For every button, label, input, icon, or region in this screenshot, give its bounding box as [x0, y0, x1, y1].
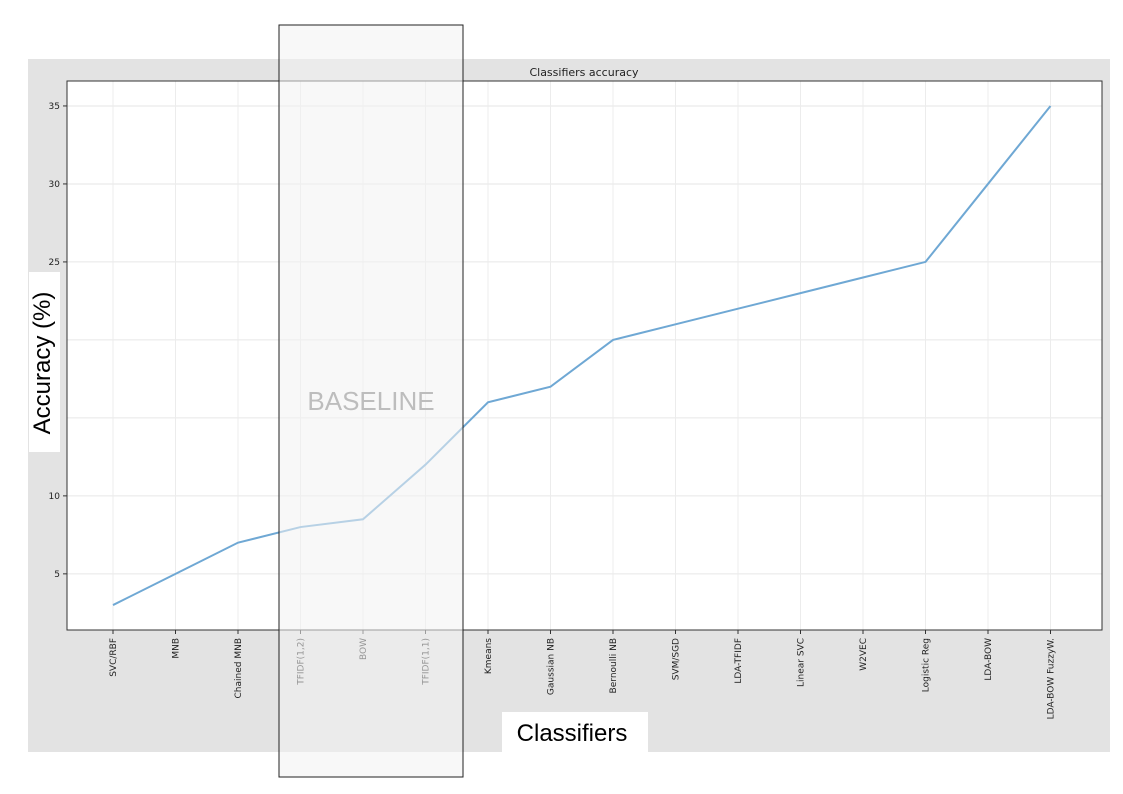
- x-tick-label: W2VEC: [859, 638, 869, 671]
- y-tick-label: 10: [49, 492, 61, 502]
- y-axis-label: Accuracy (%): [29, 292, 56, 435]
- baseline-label: BASELINE: [307, 386, 434, 416]
- x-tick-label: Linear SVC: [797, 638, 807, 687]
- y-tick-label: 5: [54, 570, 60, 580]
- y-tick-label: 35: [49, 102, 60, 112]
- x-tick-label: LDA-BOW: [984, 638, 994, 681]
- x-tick-label: Bernoulli NB: [609, 638, 619, 693]
- x-tick-label: SVM/SGD: [672, 638, 682, 680]
- chart-title: Classifiers accuracy: [529, 66, 639, 79]
- x-tick-label: Kmeans: [484, 638, 494, 674]
- x-tick-label: Chained MNB: [234, 638, 244, 699]
- xlabel-background: [502, 712, 648, 752]
- series-line: [112, 105, 1052, 606]
- x-tick-label: SVC/RBF: [109, 638, 119, 677]
- x-tick-label: LDA-TFIDF: [734, 638, 744, 684]
- plot-frame: [66, 80, 1103, 631]
- x-axis-label: Classifiers: [517, 720, 628, 747]
- baseline-box: [278, 24, 464, 778]
- ylabel-background: [29, 272, 60, 452]
- plot-area: [67, 81, 1102, 630]
- y-axis: 5 10 25 30 35: [49, 102, 67, 580]
- x-tick-label: LDA-BOW FuzzyW.: [1047, 638, 1057, 719]
- x-tick-label: Logistic Reg: [922, 638, 932, 692]
- x-tick-label: Gaussian NB: [547, 638, 557, 695]
- x-tick-label: MNB: [172, 638, 182, 659]
- y-tick-label: 30: [49, 180, 61, 190]
- y-tick-label: 25: [49, 258, 60, 268]
